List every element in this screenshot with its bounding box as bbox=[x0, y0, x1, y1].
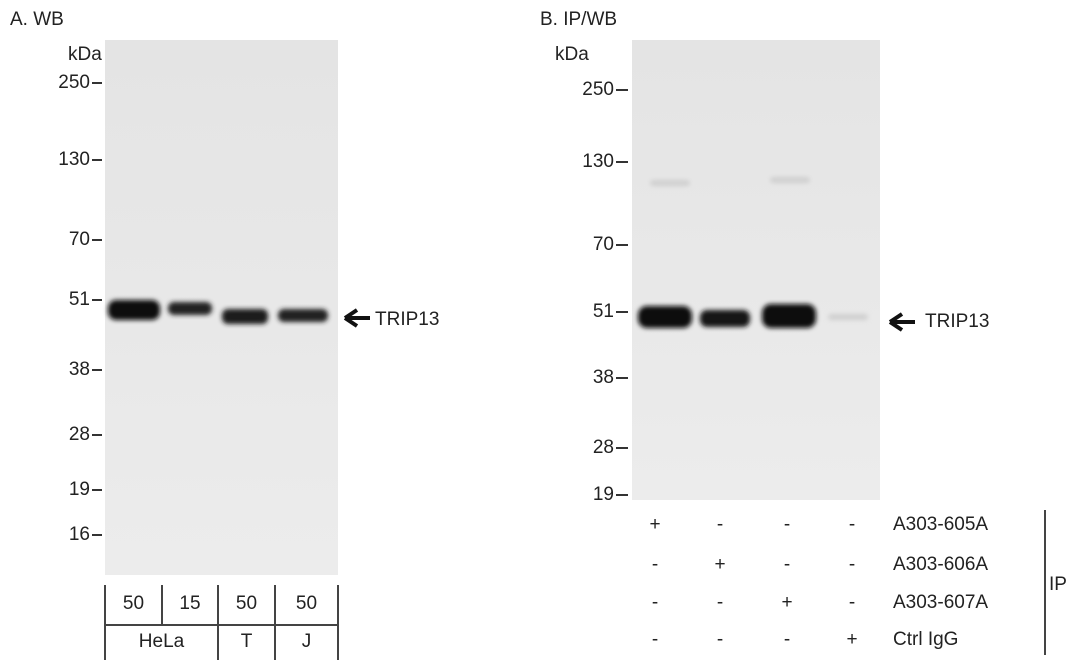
ip-mark: + bbox=[649, 514, 660, 535]
marker-label: 70 bbox=[69, 229, 90, 250]
panel-title: B. IP/WB bbox=[540, 9, 617, 30]
lane-amount: 15 bbox=[179, 593, 200, 614]
ip-label: A303-606A bbox=[893, 554, 988, 575]
ip-mark: - bbox=[849, 554, 855, 575]
arrow-b bbox=[888, 312, 915, 332]
ip-mark: - bbox=[849, 514, 855, 535]
ip-mark: - bbox=[784, 514, 790, 535]
unit-label: kDa bbox=[68, 44, 102, 65]
ip-label: A303-607A bbox=[893, 592, 988, 613]
band-label: TRIP13 bbox=[925, 311, 989, 332]
ip-mark: + bbox=[846, 629, 857, 650]
ip-mark: + bbox=[714, 554, 725, 575]
marker-label: 130 bbox=[582, 151, 614, 172]
cell-line: T bbox=[241, 631, 253, 652]
blot-b bbox=[632, 40, 880, 500]
ip-mark: - bbox=[849, 592, 855, 613]
lane-amount: 50 bbox=[236, 593, 257, 614]
marker-label: 28 bbox=[69, 424, 90, 445]
marker-label: 28 bbox=[593, 437, 614, 458]
lane-amount: 50 bbox=[123, 593, 144, 614]
ip-mark: - bbox=[652, 554, 658, 575]
group-label: IP bbox=[1049, 574, 1067, 595]
ip-mark: - bbox=[652, 592, 658, 613]
ip-mark: - bbox=[784, 629, 790, 650]
marker-label: 70 bbox=[593, 234, 614, 255]
ip-mark: - bbox=[717, 514, 723, 535]
marker-label: 51 bbox=[593, 301, 614, 322]
cell-line: HeLa bbox=[139, 631, 185, 652]
marker-label: 19 bbox=[69, 479, 90, 500]
marker-label: 130 bbox=[58, 149, 90, 170]
ip-mark: - bbox=[717, 592, 723, 613]
ip-label: A303-605A bbox=[893, 514, 988, 535]
marker-label: 250 bbox=[582, 79, 614, 100]
marker-label: 38 bbox=[593, 367, 614, 388]
lane-amount: 50 bbox=[296, 593, 317, 614]
marker-label: 16 bbox=[69, 524, 90, 545]
ip-mark: - bbox=[784, 554, 790, 575]
arrow-a bbox=[343, 308, 370, 328]
marker-label: 51 bbox=[69, 289, 90, 310]
ip-mark: + bbox=[781, 592, 792, 613]
band-label: TRIP13 bbox=[375, 309, 439, 330]
bands bbox=[108, 177, 868, 328]
panel-title: A. WB bbox=[10, 9, 64, 30]
ip-mark: - bbox=[717, 629, 723, 650]
unit-label: kDa bbox=[555, 44, 589, 65]
ip-label: Ctrl IgG bbox=[893, 629, 958, 650]
marker-label: 250 bbox=[58, 72, 90, 93]
marker-label: 19 bbox=[593, 484, 614, 505]
ip-mark: - bbox=[652, 629, 658, 650]
marker-label: 38 bbox=[69, 359, 90, 380]
cell-line: J bbox=[302, 631, 312, 652]
